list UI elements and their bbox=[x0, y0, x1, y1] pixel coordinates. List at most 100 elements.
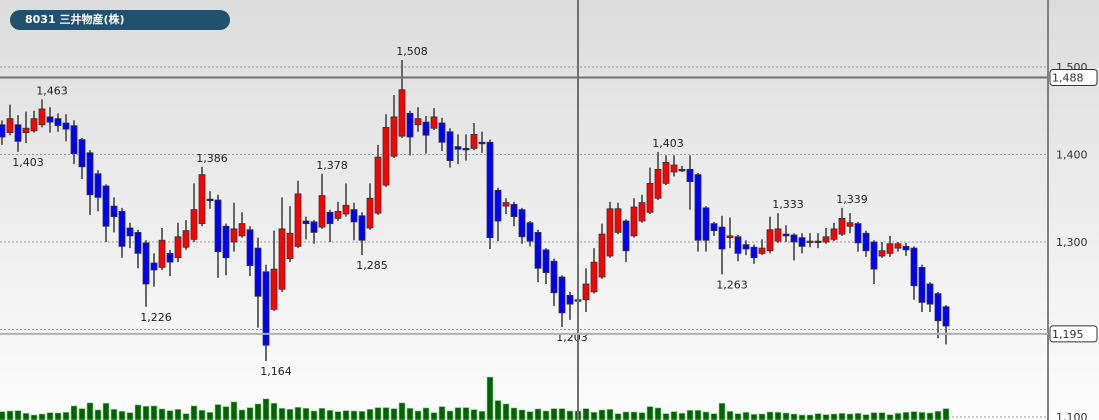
candle-body bbox=[862, 232, 870, 252]
candle-body bbox=[478, 141, 486, 145]
candle-body bbox=[38, 108, 46, 126]
volume-bar bbox=[446, 410, 454, 420]
volume-bar bbox=[478, 410, 486, 420]
candle-body bbox=[374, 156, 382, 214]
volume-bar bbox=[214, 404, 222, 420]
volume-bar bbox=[222, 406, 230, 420]
candle-body bbox=[182, 230, 190, 248]
volume-bar bbox=[454, 407, 462, 420]
volume-bar bbox=[422, 407, 430, 420]
candle-body bbox=[830, 228, 838, 240]
candle-body bbox=[854, 223, 862, 244]
candle-body bbox=[366, 197, 374, 229]
candle-body bbox=[222, 225, 230, 259]
candle-body bbox=[566, 294, 574, 305]
candle-body bbox=[398, 89, 406, 137]
candle-body bbox=[0, 124, 6, 138]
volume-bar bbox=[14, 410, 22, 420]
y-tick-label: 1,100 bbox=[1056, 411, 1088, 420]
volume-bar bbox=[934, 410, 942, 420]
volume-bar bbox=[630, 411, 638, 420]
candle-body bbox=[502, 202, 510, 207]
candle-body bbox=[326, 211, 334, 225]
volume-bar bbox=[862, 414, 870, 420]
candle-body bbox=[910, 247, 918, 287]
candle-body bbox=[678, 168, 686, 172]
volume-bar bbox=[590, 411, 598, 420]
volume-bar bbox=[718, 402, 726, 420]
candle-body bbox=[790, 234, 798, 243]
volume-bar bbox=[54, 412, 62, 420]
chart-title: 8031 三井物産(株) bbox=[10, 10, 230, 30]
price-annotation-high: 1,378 bbox=[316, 159, 348, 172]
volume-bar bbox=[326, 409, 334, 420]
candle-body bbox=[694, 174, 702, 241]
volume-bar bbox=[62, 411, 70, 420]
volume-bar bbox=[638, 412, 646, 420]
candle-body bbox=[758, 247, 766, 254]
volume-bar bbox=[614, 413, 622, 420]
candle-body bbox=[542, 249, 550, 274]
volume-bar bbox=[710, 413, 718, 420]
volume-bar bbox=[670, 411, 678, 420]
volume-bar bbox=[286, 408, 294, 420]
volume-bar bbox=[814, 413, 822, 420]
volume-bar bbox=[742, 411, 750, 420]
volume-bar bbox=[382, 407, 390, 420]
candle-body bbox=[438, 122, 446, 143]
volume-bar bbox=[262, 398, 270, 420]
candle-body bbox=[422, 121, 430, 136]
candle-body bbox=[310, 221, 318, 233]
volume-bar bbox=[878, 412, 886, 420]
volume-bar bbox=[294, 406, 302, 420]
volume-bar bbox=[886, 414, 894, 420]
price-annotation-low: 1,226 bbox=[140, 311, 172, 324]
candle-body bbox=[6, 118, 14, 134]
volume-bar bbox=[230, 401, 238, 420]
volume-bar bbox=[374, 407, 382, 420]
volume-bar bbox=[846, 413, 854, 420]
candle-body bbox=[630, 206, 638, 237]
volume-bar bbox=[750, 413, 758, 420]
volume-bar bbox=[22, 412, 30, 420]
candle-body bbox=[406, 112, 414, 138]
volume-bar bbox=[502, 403, 510, 420]
candle-body bbox=[214, 199, 222, 253]
candle-body bbox=[750, 246, 758, 259]
candle-body bbox=[430, 116, 438, 129]
candle-body bbox=[230, 228, 238, 243]
candle-body bbox=[118, 210, 126, 247]
candle-body bbox=[686, 168, 694, 183]
volume-bar bbox=[150, 405, 158, 420]
candle-body bbox=[342, 204, 350, 215]
candle-body bbox=[62, 122, 70, 130]
volume-bar bbox=[558, 408, 566, 420]
candle-body bbox=[806, 240, 814, 244]
candle-body bbox=[638, 202, 646, 222]
candle-body bbox=[462, 147, 470, 151]
candle-body bbox=[110, 205, 118, 218]
candle-body bbox=[878, 250, 886, 257]
candle-body bbox=[78, 139, 86, 168]
price-annotation-high: 1,386 bbox=[196, 152, 228, 165]
volume-bar bbox=[318, 407, 326, 420]
candle-body bbox=[294, 193, 302, 247]
candle-body bbox=[262, 271, 270, 346]
volume-bar bbox=[174, 408, 182, 420]
volume-bar bbox=[910, 411, 918, 420]
volume-bar bbox=[622, 411, 630, 420]
volume-bar bbox=[806, 414, 814, 420]
price-annotation-high: 1,339 bbox=[836, 193, 868, 206]
candle-body bbox=[454, 146, 462, 150]
candle-body bbox=[766, 229, 774, 252]
candle-body bbox=[94, 173, 102, 198]
annotations: 1,463 1,403 1,386 1,226 1,164 1,378 1,285 1,508… bbox=[12, 45, 868, 378]
volume-bar bbox=[342, 410, 350, 420]
candle-body bbox=[510, 203, 518, 218]
volume-bar bbox=[510, 407, 518, 420]
candle-body bbox=[550, 260, 558, 294]
